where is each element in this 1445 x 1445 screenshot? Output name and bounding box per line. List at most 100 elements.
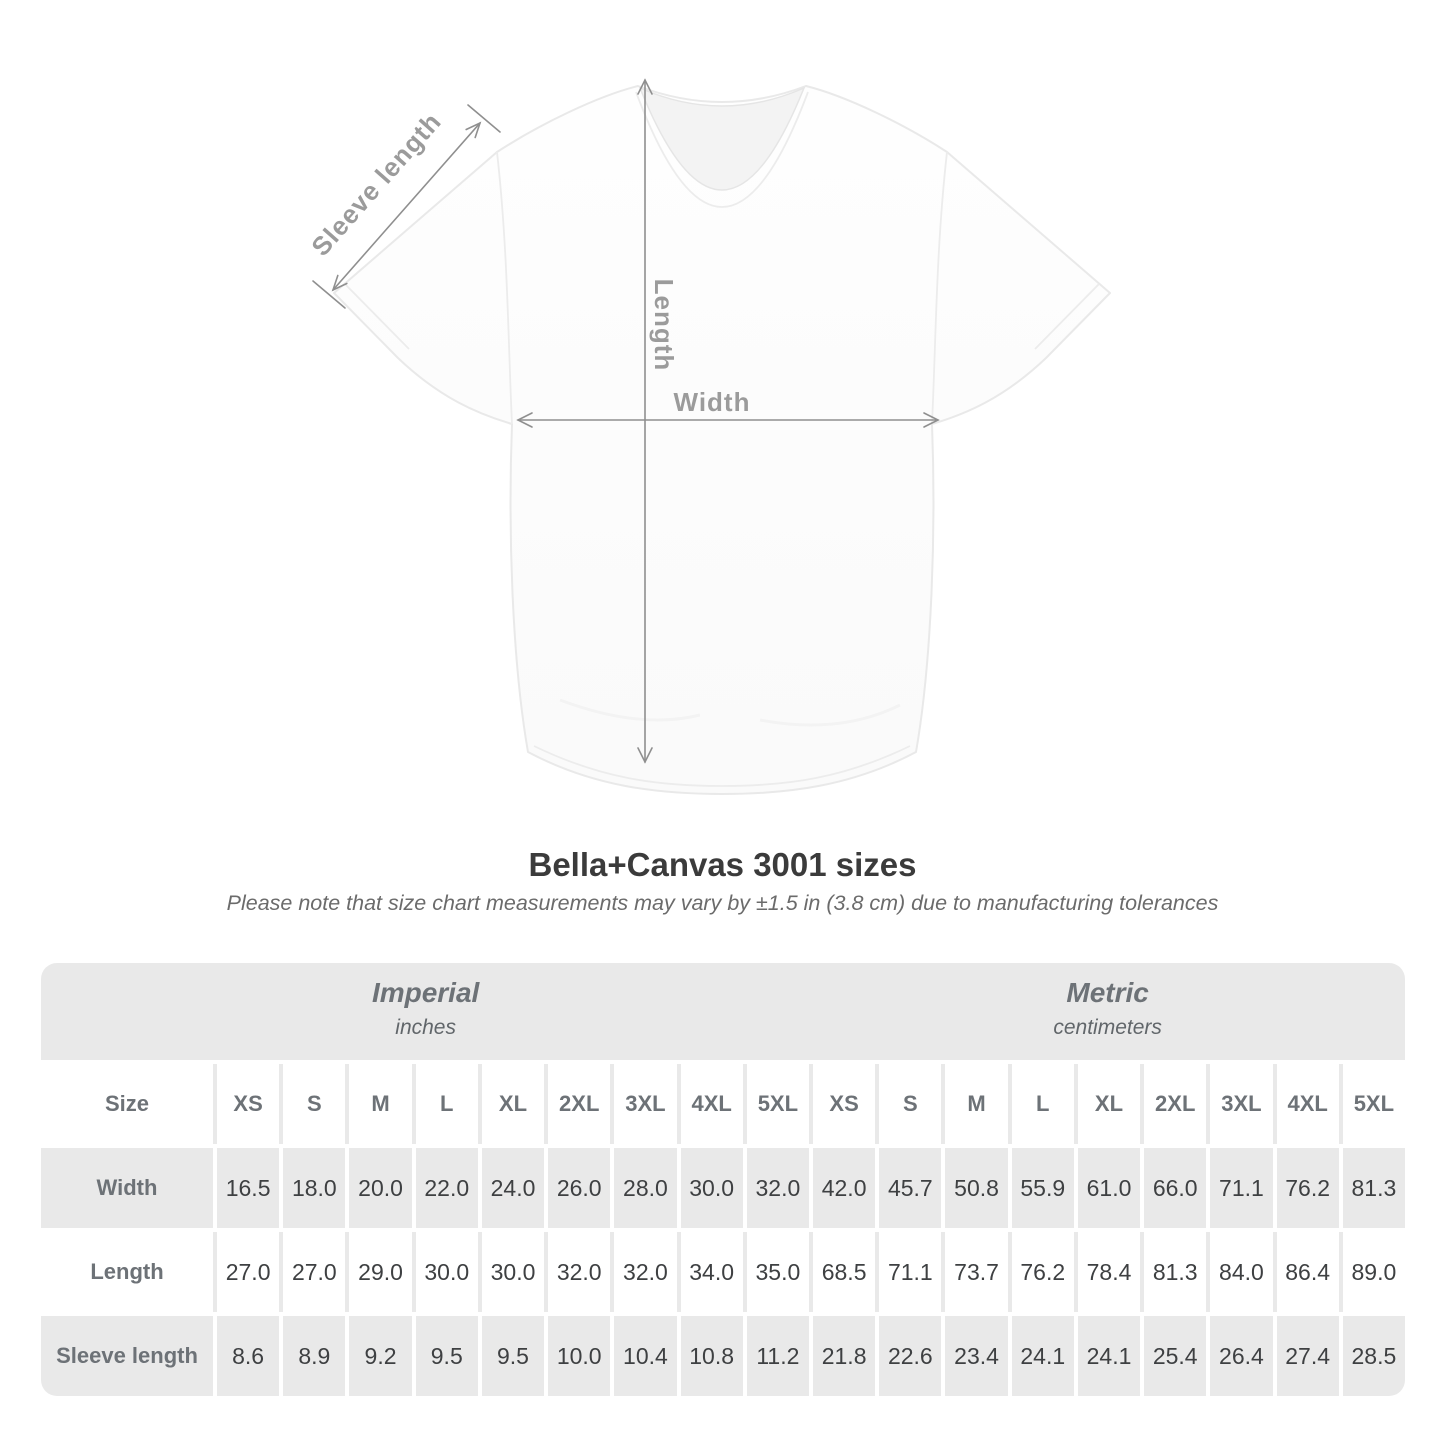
value-cell: 34.0 <box>680 1232 743 1312</box>
width-label: Width <box>674 387 751 417</box>
value-cell: 71.1 <box>1210 1148 1273 1228</box>
value-cell: 24.0 <box>481 1148 545 1228</box>
size-header-cell: M <box>349 1064 412 1144</box>
measurement-row-label: Length <box>41 1232 213 1312</box>
measurement-row: Length 27.0 27.0 29.0 30.0 30.0 32.0 32.0 34.0 35… <box>41 1232 1405 1312</box>
value-cell: 8.6 <box>217 1316 280 1396</box>
value-cell: 30.0 <box>680 1148 743 1228</box>
value-cell: 21.8 <box>812 1316 876 1396</box>
imperial-label: Imperial <box>371 977 480 1008</box>
width-dimension-line <box>516 412 940 428</box>
value-cell: 89.0 <box>1342 1232 1405 1312</box>
metric-unit: centimeters <box>1053 1016 1162 1039</box>
value-cell: 61.0 <box>1077 1148 1141 1228</box>
value-cell: 27.4 <box>1276 1316 1339 1396</box>
value-cell: 86.4 <box>1276 1232 1339 1312</box>
value-cell: 24.1 <box>1077 1316 1141 1396</box>
value-cell: 30.0 <box>481 1232 545 1312</box>
value-cell: 25.4 <box>1144 1316 1207 1396</box>
value-cell: 23.4 <box>945 1316 1008 1396</box>
value-cell: 8.9 <box>283 1316 346 1396</box>
size-header-row: Size XS S M L XL 2XL 3XL 4XL 5XL XS S M L XL 2XL 3XL 4XL 5… <box>41 1064 1405 1144</box>
size-header-cell: L <box>1011 1064 1074 1144</box>
measurement-row: Sleeve length 8.6 8.9 9.2 9.5 9.5 10.0 10.4 10.8… <box>41 1316 1405 1396</box>
tshirt-figure-svg: Sleeve length Length Width <box>305 78 1111 795</box>
value-cell: 10.4 <box>614 1316 677 1396</box>
size-table: Imperial inches Metric centimeters Size X… <box>41 963 1405 1396</box>
size-header-cell: S <box>283 1064 346 1144</box>
imperial-group-header: Imperial inches <box>41 963 810 1060</box>
value-cell: 27.0 <box>283 1232 346 1312</box>
value-cell: 73.7 <box>945 1232 1008 1312</box>
value-cell: 81.3 <box>1342 1148 1405 1228</box>
length-label: Length <box>649 279 679 372</box>
value-cell: 18.0 <box>283 1148 346 1228</box>
measurement-row-label: Width <box>41 1148 213 1228</box>
value-cell: 22.6 <box>879 1316 942 1396</box>
value-cell: 29.0 <box>349 1232 412 1312</box>
value-cell: 27.0 <box>217 1232 280 1312</box>
value-cell: 9.5 <box>415 1316 478 1396</box>
value-cell: 10.0 <box>548 1316 611 1396</box>
size-header-cell: 4XL <box>680 1064 743 1144</box>
value-cell: 30.0 <box>415 1232 478 1312</box>
value-cell: 28.0 <box>614 1148 677 1228</box>
length-dimension-line <box>637 78 653 764</box>
value-cell: 26.0 <box>548 1148 611 1228</box>
value-cell: 32.0 <box>746 1148 809 1228</box>
measurement-row-label: Sleeve length <box>41 1316 213 1396</box>
size-header-cell: 4XL <box>1276 1064 1339 1144</box>
value-cell: 32.0 <box>548 1232 611 1312</box>
value-cell: 10.8 <box>680 1316 743 1396</box>
size-header-cell: M <box>945 1064 1008 1144</box>
value-cell: 35.0 <box>746 1232 809 1312</box>
value-cell: 28.5 <box>1342 1316 1405 1396</box>
value-cell: 20.0 <box>349 1148 412 1228</box>
collar-opening <box>638 86 806 191</box>
sleeve-length-dimension-line <box>312 104 501 309</box>
metric-label: Metric <box>1066 977 1149 1008</box>
value-cell: 45.7 <box>879 1148 942 1228</box>
size-header-cell: 2XL <box>1144 1064 1207 1144</box>
value-cell: 22.0 <box>415 1148 478 1228</box>
value-cell: 24.1 <box>1011 1316 1074 1396</box>
size-header-cell: XS <box>217 1064 280 1144</box>
collar-band-seam <box>635 91 809 208</box>
size-header-cell: S <box>879 1064 942 1144</box>
value-cell: 55.9 <box>1011 1148 1074 1228</box>
tshirt-illustration <box>333 85 1111 795</box>
measurement-row: Width 16.5 18.0 20.0 22.0 24.0 26.0 28.0 30.0 32.… <box>41 1148 1405 1228</box>
size-header-cell: L <box>415 1064 478 1144</box>
imperial-unit: inches <box>395 1016 456 1039</box>
size-table-rows: Size XS S M L XL 2XL 3XL 4XL 5XL XS S M L XL 2XL 3XL 4XL 5… <box>41 1064 1405 1396</box>
value-cell: 32.0 <box>614 1232 677 1312</box>
value-cell: 71.1 <box>879 1232 942 1312</box>
value-cell: 68.5 <box>812 1232 876 1312</box>
value-cell: 66.0 <box>1144 1148 1207 1228</box>
size-column-header: Size <box>41 1064 213 1144</box>
size-header-cell: 3XL <box>1210 1064 1273 1144</box>
size-header-cell: 3XL <box>614 1064 677 1144</box>
value-cell: 26.4 <box>1210 1316 1273 1396</box>
unit-group-header-band: Imperial inches Metric centimeters <box>41 963 1405 1060</box>
size-header-cell: XS <box>812 1064 876 1144</box>
value-cell: 76.2 <box>1011 1232 1074 1312</box>
tshirt-measurement-diagram: Sleeve length Length Width <box>305 78 1111 795</box>
value-cell: 81.3 <box>1144 1232 1207 1312</box>
value-cell: 9.2 <box>349 1316 412 1396</box>
value-cell: 84.0 <box>1210 1232 1273 1312</box>
metric-group-header: Metric centimeters <box>810 963 1405 1060</box>
page-title: Bella+Canvas 3001 sizes <box>528 846 917 883</box>
size-header-cell: 2XL <box>548 1064 611 1144</box>
value-cell: 78.4 <box>1077 1232 1141 1312</box>
size-header-cell: 5XL <box>746 1064 809 1144</box>
size-header-cell: XL <box>481 1064 545 1144</box>
value-cell: 11.2 <box>746 1316 809 1396</box>
value-cell: 76.2 <box>1276 1148 1339 1228</box>
value-cell: 16.5 <box>217 1148 280 1228</box>
size-header-cell: 5XL <box>1342 1064 1405 1144</box>
value-cell: 50.8 <box>945 1148 1008 1228</box>
value-cell: 9.5 <box>481 1316 545 1396</box>
tolerance-note: Please note that size chart measurements… <box>226 891 1219 915</box>
value-cell: 42.0 <box>812 1148 876 1228</box>
